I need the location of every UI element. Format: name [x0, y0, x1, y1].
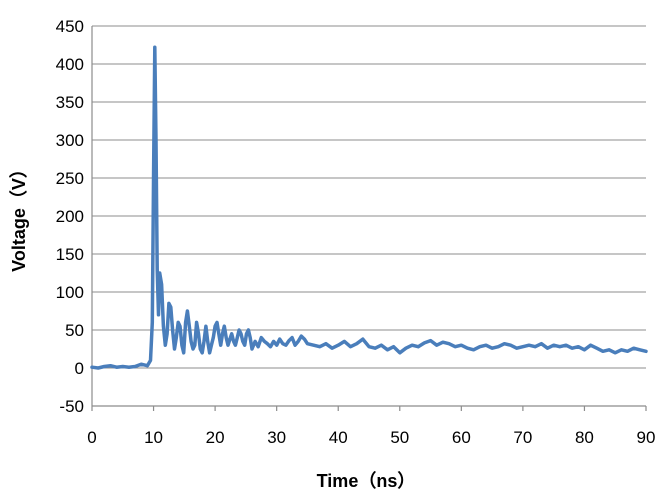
- series: [90, 45, 648, 370]
- x-tick-label: 30: [267, 428, 286, 447]
- x-tick-label: 50: [390, 428, 409, 447]
- x-tick-label: 90: [637, 428, 656, 447]
- y-tick-label: 0: [75, 359, 84, 378]
- y-tick-label: 450: [56, 17, 84, 36]
- y-tick-label: 300: [56, 131, 84, 150]
- y-axis-title: Voltage（V）: [9, 160, 29, 272]
- x-tick-label: 70: [513, 428, 532, 447]
- x-tick-label: 20: [206, 428, 225, 447]
- y-tick-label: 100: [56, 283, 84, 302]
- y-tick-label: 350: [56, 93, 84, 112]
- y-tick-label: 200: [56, 207, 84, 226]
- x-tick-label: 10: [144, 428, 163, 447]
- axes: [91, 26, 647, 411]
- series-line-0: [90, 45, 648, 370]
- y-tick-label: -50: [59, 397, 84, 416]
- y-tick-label: 150: [56, 245, 84, 264]
- x-tick-label: 60: [452, 428, 471, 447]
- y-tick-label: 250: [56, 169, 84, 188]
- x-tick-label: 80: [575, 428, 594, 447]
- x-tick-label: 40: [329, 428, 348, 447]
- y-tick-label: 400: [56, 55, 84, 74]
- y-tick-label: 50: [65, 321, 84, 340]
- x-axis-title: Time（ns）: [317, 471, 416, 491]
- x-tick-label: 0: [87, 428, 96, 447]
